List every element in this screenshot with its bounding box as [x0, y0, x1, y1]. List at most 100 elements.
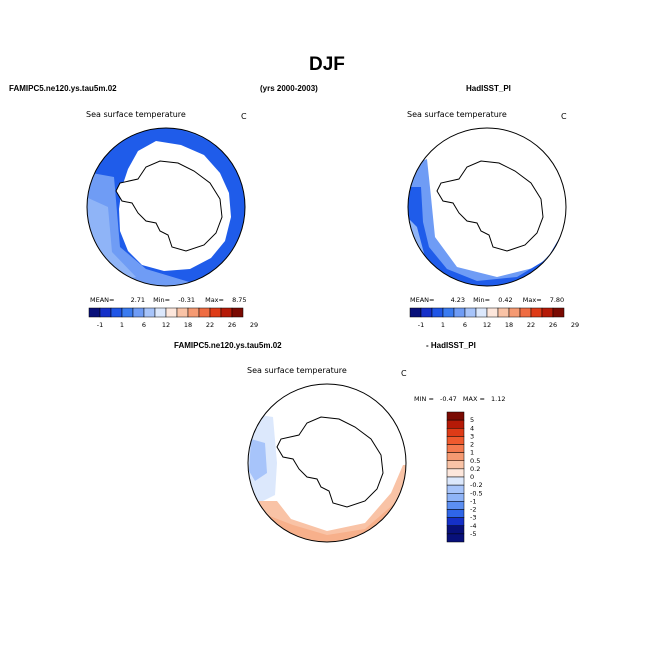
cb3-box [446, 493, 465, 502]
cb2-tick-label: -1 [418, 321, 424, 329]
cb2-tick-label: 6 [463, 321, 467, 329]
cb1-box [209, 307, 222, 318]
cb2-box [420, 307, 433, 318]
cb2-box [497, 307, 510, 318]
panel1-antarctica [115, 160, 223, 252]
cb3-box [446, 468, 465, 478]
panel2-sst-light [408, 159, 566, 286]
cb2-box [541, 307, 554, 318]
cb1-tick-label: 1 [120, 321, 124, 329]
cb2-box [486, 307, 499, 318]
cb2-box [442, 307, 455, 318]
panel3-boundary [247, 383, 407, 543]
cb3-box [446, 444, 465, 453]
cb1-tick-label: 29 [250, 321, 258, 329]
cb3-tick-label: -4 [470, 522, 476, 530]
cb1-box [154, 307, 167, 318]
panel1-min-label: Min= [153, 296, 171, 304]
cb1-box [88, 307, 101, 318]
panel2-max: 7.80 [549, 296, 565, 304]
cb2-tick-label: 1 [441, 321, 445, 329]
cb2-box [431, 307, 444, 318]
cb1-box [198, 307, 211, 318]
cb1-tick-label: 6 [142, 321, 146, 329]
cb1-box [165, 307, 178, 318]
cb3-tick-label: 0 [470, 473, 474, 481]
panel1-min: -0.31 [178, 296, 196, 304]
panel1-max: 8.75 [232, 296, 247, 304]
cb2-box [552, 307, 565, 318]
cb3-tick-label: 2 [470, 441, 474, 449]
cb2-tick-label: 29 [571, 321, 579, 329]
cb1-box [132, 307, 145, 318]
cb2-tick-label: 12 [483, 321, 491, 329]
cb3-tick-label: 0.2 [470, 465, 480, 473]
cb3-tick-label: -2 [470, 506, 476, 514]
panel3-warm-strong [248, 483, 406, 542]
panel2-antarctica [436, 160, 544, 252]
bottom-right-header: - HadISST_PI [426, 341, 476, 350]
cb2-box [409, 307, 422, 318]
panel1-mean-label: MEAN= [90, 296, 115, 304]
cb3-tick-label: -5 [470, 530, 476, 538]
panel3-title: Sea surface temperature [247, 366, 347, 375]
cb2-box [508, 307, 521, 318]
left-header: FAMIPC5.ne120.ys.tau5m.02 [9, 84, 117, 93]
cb1-tick-label: 18 [184, 321, 192, 329]
cb2-box [464, 307, 477, 318]
cb3-tick-label: -0.5 [470, 489, 483, 497]
panel3-min: -0.47 [439, 395, 457, 403]
cb2-box [519, 307, 532, 318]
panel1-title: Sea surface temperature [86, 110, 186, 119]
cb3-tick-label: -0.2 [470, 481, 483, 489]
panel2-max-label: Max= [522, 296, 542, 304]
panel2-colorbar: -1 1 6 12 18 22 26 29 [409, 307, 579, 329]
cb3-box [446, 452, 465, 461]
cb1-box [143, 307, 156, 318]
figure-title: DJF [309, 54, 345, 75]
panel2-map [407, 127, 567, 287]
panel3-min-label: MIN = [414, 395, 434, 403]
cb3-tick-label: 1 [470, 449, 474, 457]
cb1-tick-label: -1 [97, 321, 103, 329]
cb3-tick-label: -1 [470, 497, 476, 505]
cb1-box [220, 307, 233, 318]
cb2-tick-label: 22 [527, 321, 535, 329]
panel3-stats: MIN = -0.47 MAX = 1.12 [414, 395, 505, 403]
cb3-box [446, 476, 465, 486]
cb1-box [121, 307, 134, 318]
panel2-min-label: Min= [473, 296, 491, 304]
panel1-max-label: Max= [205, 296, 224, 304]
cb2-box [530, 307, 543, 318]
panel1-map [86, 127, 246, 287]
cb3-box [446, 484, 465, 494]
cb3-box [446, 525, 465, 535]
panel2-min: 0.42 [498, 296, 513, 304]
cb3-tick-label: -3 [470, 514, 476, 522]
cb2-box [453, 307, 466, 318]
cb1-tick-label: 22 [206, 321, 214, 329]
panel2-mean: 4.23 [450, 296, 466, 304]
cb2-tick-label: 18 [505, 321, 513, 329]
cb3-tick-label: 0.5 [470, 457, 480, 465]
cb3-box [446, 533, 465, 543]
cb1-box [110, 307, 123, 318]
panel3-map [247, 383, 407, 543]
center-header: (yrs 2000-2003) [260, 84, 318, 93]
cb3-box [446, 436, 465, 445]
cb1-box [99, 307, 112, 318]
panel2-stats: MEAN= 4.23 Min= 0.42 Max= 7.80 [410, 296, 564, 304]
cb1-box [231, 307, 244, 318]
panel3-max: 1.12 [491, 395, 506, 403]
cb3-box [446, 509, 465, 518]
cb3-box [446, 460, 465, 470]
cb3-tick-label: 4 [470, 424, 474, 432]
cb1-box [176, 307, 189, 318]
cb3-box [446, 411, 465, 421]
panel1-mean: 2.71 [130, 296, 146, 304]
cb1-tick-label: 12 [162, 321, 170, 329]
panel3-antarctica [276, 416, 384, 508]
panel2-boundary [407, 127, 567, 287]
cb3-box [446, 517, 465, 526]
